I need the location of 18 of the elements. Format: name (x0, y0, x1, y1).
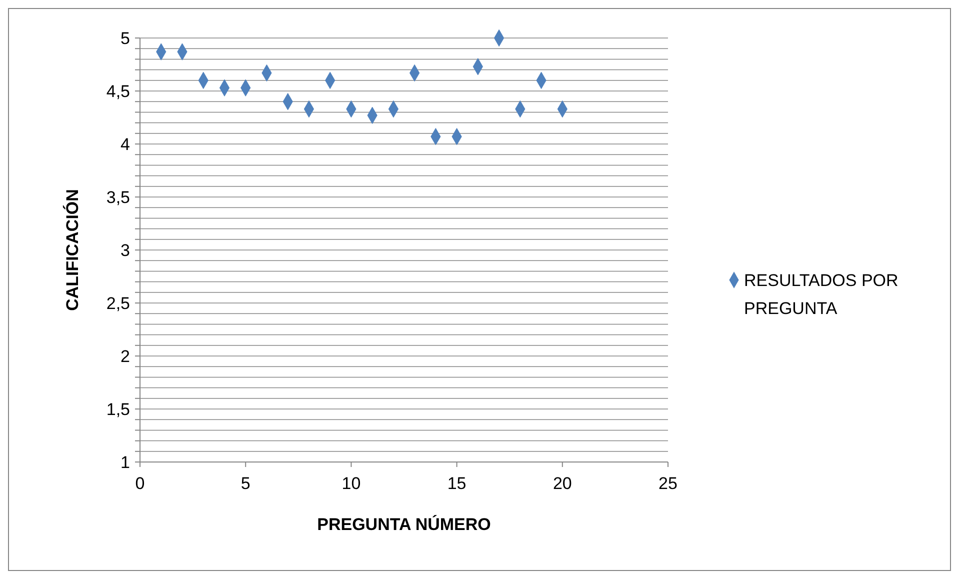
y-tick-label: 4,5 (106, 82, 130, 101)
x-tick-label: 5 (240, 474, 250, 493)
y-tick-label: 5 (120, 28, 130, 48)
y-tick-label: 2 (120, 346, 130, 366)
y-tick-label: 1 (120, 452, 130, 472)
y-tick-label: 1,5 (106, 400, 130, 419)
y-tick-label: 2,5 (106, 294, 130, 313)
x-tick-label: 25 (658, 474, 678, 493)
y-tick-label: 3,5 (106, 188, 130, 207)
x-tick-label: 20 (552, 474, 572, 493)
y-tick-label: 4 (120, 134, 130, 154)
x-tick-label: 10 (342, 474, 361, 493)
legend-label: RESULTADOS POR PREGUNTA (744, 270, 898, 318)
y-tick-label: 3 (120, 240, 130, 260)
x-axis-title: PREGUNTA NÚMERO (317, 514, 491, 534)
y-axis-title: CALIFICACIÓN (62, 189, 82, 311)
x-tick-label: 0 (135, 474, 145, 493)
x-tick-label: 15 (447, 474, 466, 493)
